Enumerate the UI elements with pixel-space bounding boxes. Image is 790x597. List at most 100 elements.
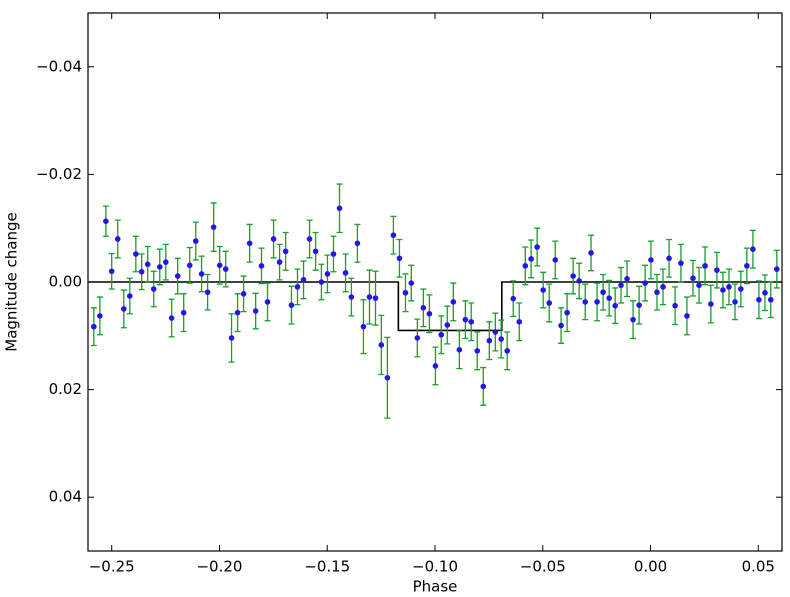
data-point: [732, 299, 738, 305]
data-point: [546, 300, 553, 306]
data-point: [222, 266, 229, 272]
model-line: [88, 281, 782, 332]
x-tick-label: −0.20: [196, 558, 242, 576]
x-tick-label: −0.25: [89, 558, 135, 576]
data-point: [486, 337, 493, 344]
data-point: [492, 329, 499, 335]
data-point: [666, 255, 672, 262]
data-point: [408, 280, 415, 286]
data-point: [414, 335, 421, 341]
data-point: [324, 271, 331, 277]
data-point: [516, 319, 523, 325]
data-point: [684, 313, 690, 319]
y-tick-label: 0.02: [49, 380, 82, 398]
plot-frame: [87, 12, 783, 552]
data-point: [342, 270, 349, 276]
data-point: [696, 282, 702, 289]
data-point: [594, 299, 600, 305]
data-point: [474, 348, 481, 354]
data-point: [576, 278, 582, 284]
data-point: [540, 287, 546, 293]
data-point: [103, 218, 109, 225]
data-point: [174, 273, 181, 279]
y-tick-label: 0.04: [49, 488, 82, 506]
y-tick-label: −0.04: [36, 57, 82, 75]
y-axis-label: Magnitude change: [3, 212, 21, 351]
data-point: [618, 282, 624, 289]
data-point: [654, 289, 660, 296]
data-point: [462, 316, 469, 323]
data-point: [702, 263, 708, 269]
data-point: [660, 284, 666, 290]
data-point: [246, 240, 253, 247]
data-point: [558, 322, 564, 329]
data-point: [133, 251, 139, 257]
data-point: [127, 293, 133, 299]
data-point: [270, 236, 277, 242]
data-point: [510, 295, 517, 302]
data-point: [582, 299, 589, 305]
data-point: [444, 322, 451, 328]
data-point: [288, 302, 295, 308]
data-point: [612, 302, 618, 309]
data-point: [726, 284, 732, 290]
data-point: [426, 310, 433, 317]
data-point: [234, 309, 241, 316]
y-tick-label: −0.02: [36, 165, 82, 183]
data-point: [108, 268, 115, 275]
x-tick-label: −0.10: [412, 558, 458, 576]
data-point: [774, 266, 780, 272]
data-point: [372, 295, 379, 301]
data-point: [264, 299, 271, 305]
data-point: [738, 286, 744, 292]
data-point: [672, 302, 678, 309]
data-point: [744, 263, 750, 269]
x-tick-label: −0.05: [520, 558, 566, 576]
data-point: [156, 264, 163, 270]
data-point: [762, 289, 768, 296]
data-point: [312, 248, 319, 255]
data-point: [120, 306, 127, 312]
data-point: [438, 331, 445, 338]
data-point: [258, 263, 265, 269]
data-point: [648, 257, 654, 263]
data-point: [348, 294, 355, 300]
data-point: [480, 383, 487, 390]
data-point: [498, 336, 504, 342]
data-point: [97, 313, 103, 319]
data-point: [528, 256, 534, 262]
data-point: [456, 346, 463, 353]
data-point: [114, 236, 121, 242]
data-point: [163, 259, 169, 265]
data-point: [767, 296, 774, 303]
data-point: [252, 308, 259, 314]
data-point: [624, 275, 630, 282]
data-point: [630, 316, 636, 323]
data-point: [168, 315, 175, 321]
data-point: [708, 301, 714, 307]
data-point: [384, 374, 391, 381]
data-point: [402, 289, 409, 296]
data-point: [552, 257, 559, 263]
data-point: [636, 302, 642, 308]
data-point: [330, 251, 337, 257]
data-point: [756, 296, 762, 303]
data-point: [300, 277, 307, 283]
x-tick-label: −0.15: [304, 558, 350, 576]
x-tick-label: 0.05: [742, 558, 775, 576]
data-point: [450, 299, 457, 305]
x-axis-label: Phase: [413, 578, 458, 596]
data-point: [642, 280, 648, 286]
data-point: [282, 248, 289, 255]
data-point: [468, 319, 475, 325]
data-point: [354, 240, 361, 247]
data-point: [588, 250, 594, 256]
data-point: [192, 238, 199, 244]
data-point: [216, 262, 223, 269]
data-point: [600, 289, 606, 296]
data-point: [150, 286, 157, 292]
data-point: [504, 348, 511, 354]
data-point: [204, 289, 211, 296]
data-point: [606, 295, 612, 301]
